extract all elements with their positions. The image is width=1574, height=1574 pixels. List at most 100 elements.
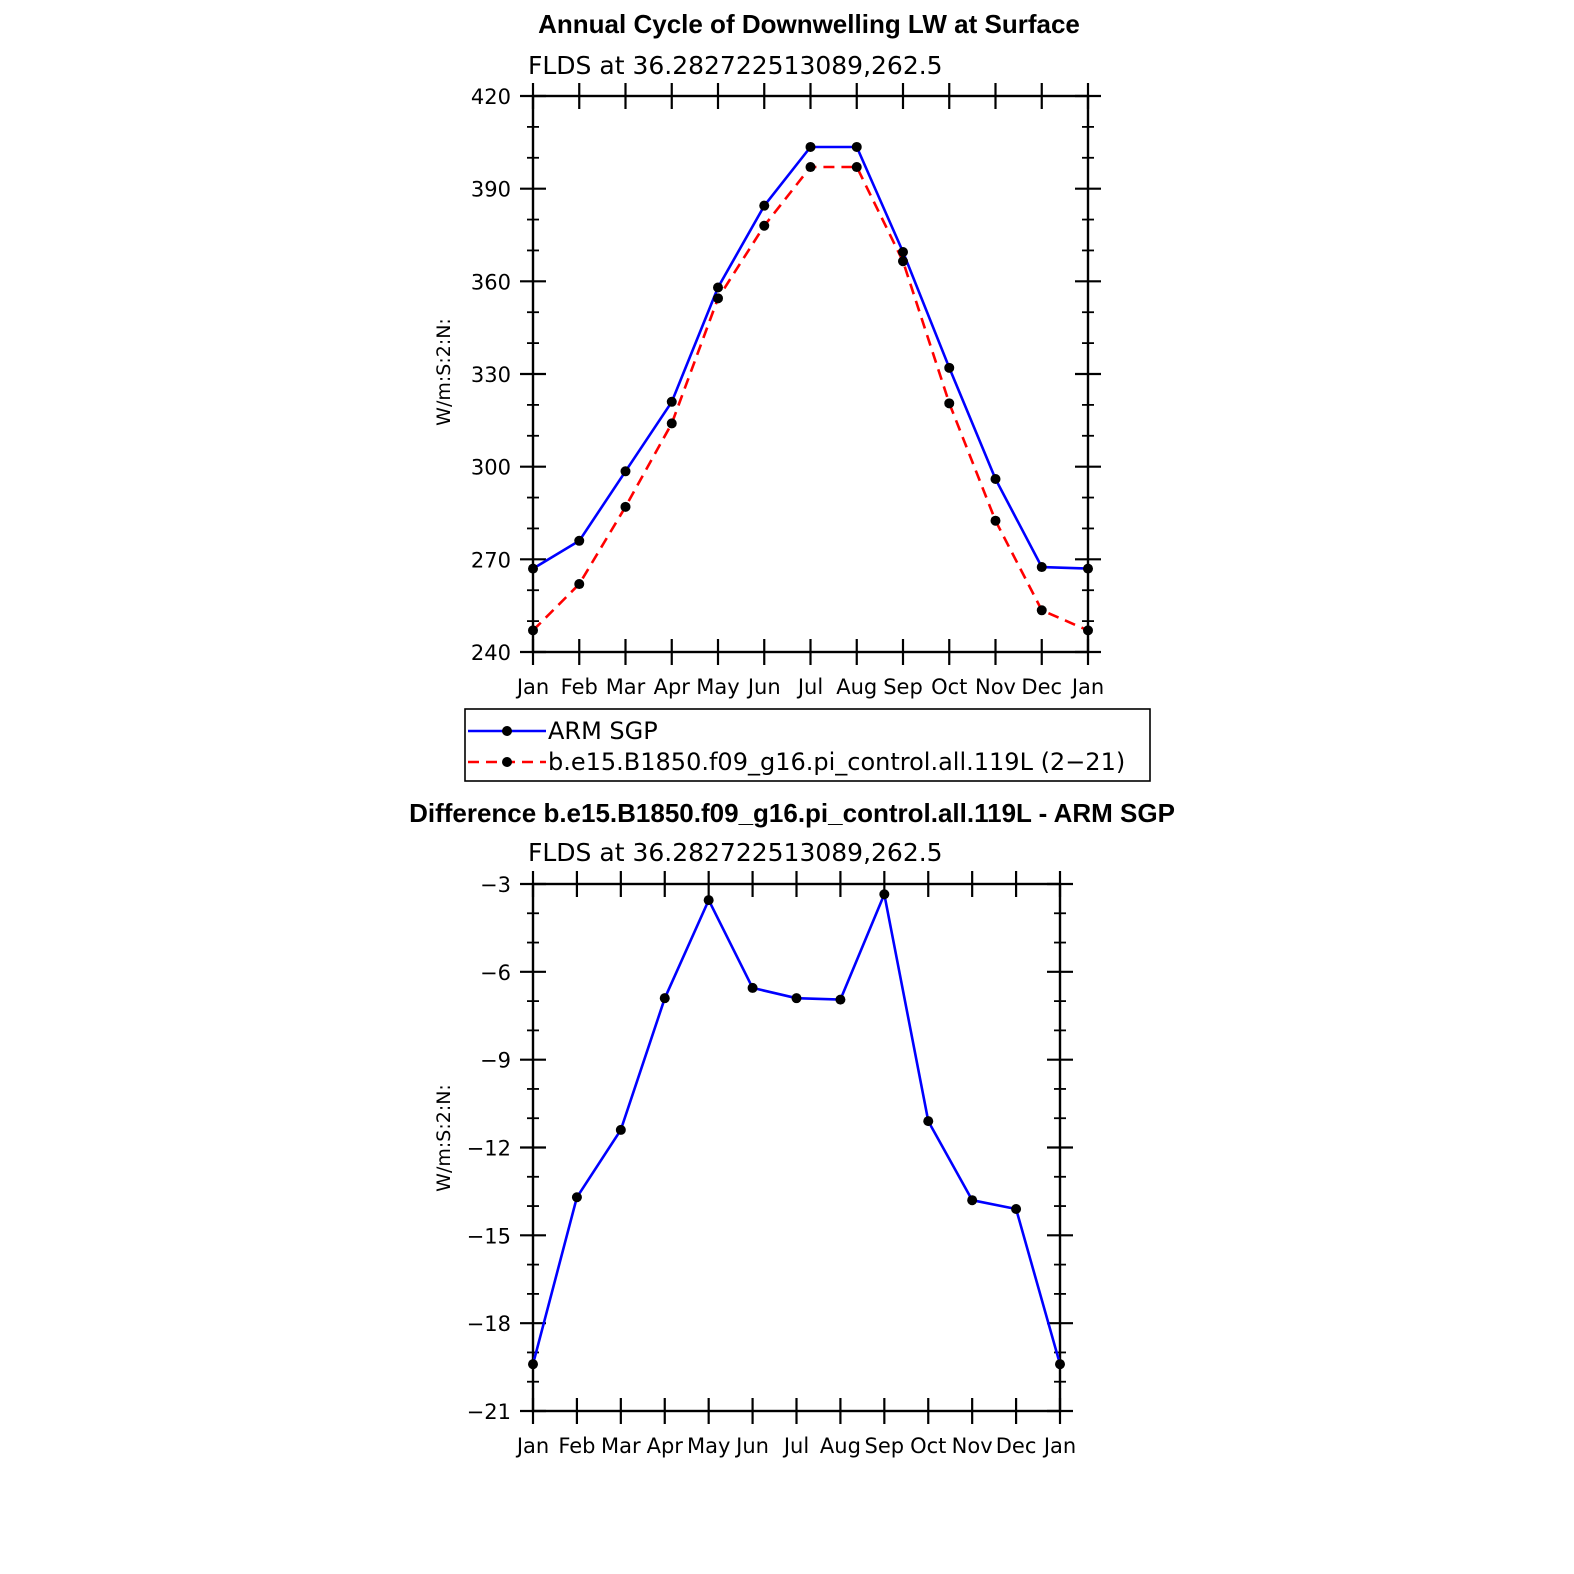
chart-title: Difference b.e15.B1850.f09_g16.pi_contro… (409, 798, 1175, 828)
x-tick-label: Mar (606, 675, 646, 699)
chart-subtitle: FLDS at 36.282722513089,262.5 (528, 838, 943, 867)
x-tick-label: Aug (820, 1434, 861, 1458)
x-tick-label: Apr (647, 1434, 684, 1458)
data-point (666, 418, 677, 429)
data-point (703, 895, 714, 906)
series-line-1 (532, 165, 1089, 632)
y-tick-label: 390 (471, 178, 511, 202)
x-tick-label: Nov (975, 675, 1016, 699)
y-tick-label: 330 (471, 363, 511, 387)
y-tick-label: −18 (467, 1312, 511, 1336)
data-point (805, 141, 816, 152)
x-tick-label: Mar (601, 1434, 641, 1458)
data-point (944, 362, 955, 373)
data-point (1083, 563, 1093, 574)
x-tick-label: Apr (654, 675, 691, 699)
data-point (879, 889, 890, 900)
data-point (713, 282, 723, 293)
y-axis-label: W/m:S:2:N: (433, 318, 455, 426)
x-tick-label: Oct (931, 675, 967, 699)
data-point (1036, 562, 1047, 573)
series-line-0 (531, 892, 1062, 1365)
data-point (898, 256, 908, 267)
chart-subtitle: FLDS at 36.282722513089,262.5 (528, 51, 943, 80)
y-tick-label: 240 (471, 641, 511, 665)
data-point (923, 1116, 934, 1127)
x-tick-label: Dec (996, 1434, 1037, 1458)
data-point (747, 982, 758, 993)
x-tick-label: Sep (865, 1434, 905, 1458)
x-tick-label: Jan (1070, 675, 1104, 699)
x-tick-label: Oct (910, 1434, 946, 1458)
x-tick-label: Feb (558, 1434, 595, 1458)
data-point (528, 563, 538, 574)
x-tick-label: Jun (734, 1434, 769, 1458)
data-point (835, 994, 846, 1005)
y-tick-label: −15 (467, 1224, 511, 1248)
data-point (1011, 1203, 1022, 1214)
plot-frame (531, 882, 1062, 1413)
data-point (713, 293, 723, 304)
x-tick-label: Sep (883, 675, 923, 699)
series-layer (528, 889, 1065, 1370)
x-tick-label: Feb (561, 675, 598, 699)
legend-marker-model (502, 757, 512, 767)
data-point (666, 396, 677, 407)
data-point (1036, 605, 1047, 616)
data-point (659, 993, 670, 1004)
data-point (574, 535, 585, 546)
data-point (1083, 625, 1093, 636)
legend-box (464, 708, 1151, 782)
x-tick-label: Jan (515, 1434, 549, 1458)
legend-label-model: b.e15.B1850.f09_g16.pi_control.all.119L … (548, 748, 1125, 776)
x-tick-label: Jun (746, 675, 781, 699)
data-point (571, 1192, 582, 1203)
data-point (805, 162, 816, 173)
data-point (574, 579, 585, 590)
y-tick-label: −9 (480, 1049, 511, 1073)
y-tick-label: −3 (480, 873, 511, 897)
data-point (759, 220, 770, 231)
x-tick-label: Jan (515, 675, 549, 699)
data-point (1055, 1359, 1065, 1370)
data-point (528, 625, 538, 636)
x-tick-label: May (687, 1434, 730, 1458)
x-tick-label: Jan (1042, 1434, 1076, 1458)
x-tick-label: Jul (796, 675, 823, 699)
data-point (851, 141, 862, 152)
data-point (759, 200, 770, 211)
x-tick-label: Aug (836, 675, 877, 699)
legend-label-arm-sgp: ARM SGP (548, 717, 658, 745)
series-layer (528, 141, 1093, 636)
data-point (990, 515, 1001, 526)
data-point (851, 162, 862, 173)
plot-frame (531, 94, 1090, 654)
x-tick-label: Dec (1021, 675, 1062, 699)
y-axis-label: W/m:S:2:N: (433, 1084, 455, 1192)
y-tick-label: −12 (467, 1137, 511, 1161)
legend: ARM SGP b.e15.B1850.f09_g16.pi_control.a… (464, 708, 1151, 782)
y-tick-label: 420 (471, 85, 511, 109)
data-point (990, 474, 1001, 485)
data-point (944, 398, 955, 409)
y-tick-label: −6 (480, 961, 511, 985)
data-point (615, 1124, 626, 1135)
data-point (898, 246, 908, 257)
data-point (620, 501, 631, 512)
x-tick-label: Nov (952, 1434, 993, 1458)
legend-marker-arm-sgp (502, 726, 512, 736)
series-line-0 (532, 145, 1089, 570)
annual-cycle-chart: Annual Cycle of Downwelling LW at Surfac… (433, 9, 1104, 699)
data-point (620, 466, 631, 477)
data-point (791, 993, 802, 1004)
x-tick-label: May (696, 675, 739, 699)
data-point (528, 1359, 538, 1370)
x-tick-label: Jul (782, 1434, 809, 1458)
y-tick-label: −21 (467, 1400, 511, 1424)
y-tick-label: 270 (471, 548, 511, 572)
data-point (967, 1195, 978, 1206)
chart-title: Annual Cycle of Downwelling LW at Surfac… (538, 9, 1080, 39)
